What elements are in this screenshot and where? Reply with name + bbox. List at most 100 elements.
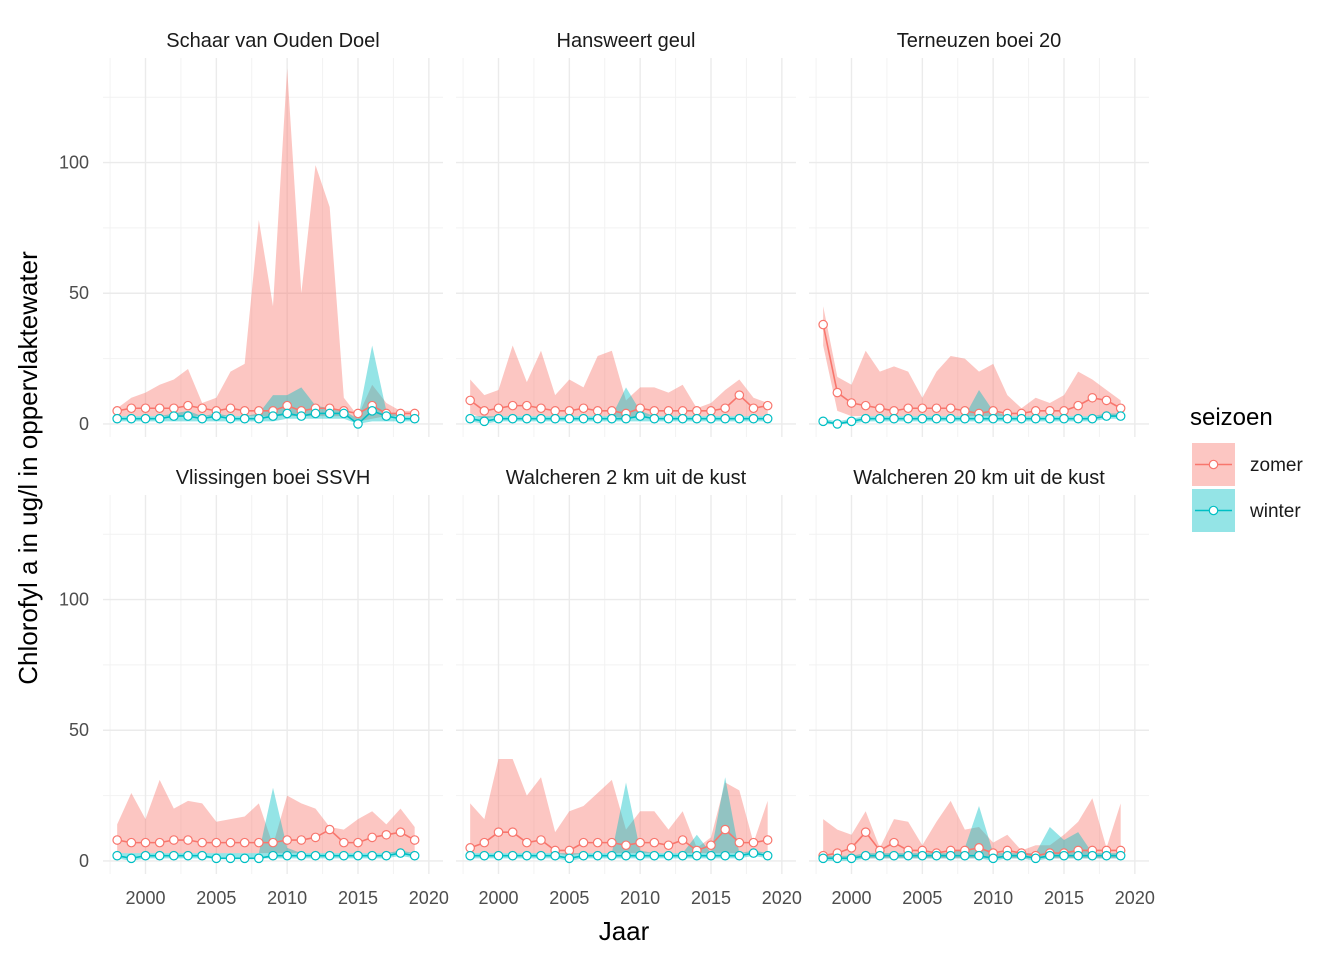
point-zomer xyxy=(1030,406,1041,416)
point-zomer xyxy=(677,835,688,845)
point-winter xyxy=(889,413,899,424)
point-winter xyxy=(479,850,490,861)
point-winter xyxy=(860,413,871,424)
point-zomer xyxy=(931,403,942,414)
point-winter xyxy=(762,413,773,424)
point-winter xyxy=(621,850,631,861)
point-winter xyxy=(183,850,193,861)
x-tick-label: 2015 xyxy=(338,888,378,908)
point-winter xyxy=(734,413,745,424)
point-zomer xyxy=(282,400,292,411)
point-zomer xyxy=(706,406,716,416)
point-zomer xyxy=(762,835,773,845)
point-winter xyxy=(211,411,222,421)
point-winter xyxy=(748,413,759,424)
x-tick-label: 2000 xyxy=(831,888,871,908)
point-zomer xyxy=(663,840,674,851)
point-zomer xyxy=(140,837,151,848)
line-winter xyxy=(117,409,415,425)
point-winter xyxy=(324,850,335,861)
point-winter xyxy=(960,413,970,424)
point-winter xyxy=(324,408,335,419)
line-winter xyxy=(117,852,415,860)
point-winter xyxy=(112,850,122,861)
point-winter xyxy=(607,413,617,424)
point-winter xyxy=(140,850,151,861)
legend-label: winter xyxy=(1249,501,1301,522)
point-winter xyxy=(507,413,518,424)
point-zomer xyxy=(282,835,292,845)
point-zomer xyxy=(720,403,730,414)
panel-title: Schaar van Ouden Doel xyxy=(166,30,379,52)
point-winter xyxy=(536,413,546,424)
line-winter xyxy=(470,415,768,423)
point-zomer xyxy=(578,403,589,414)
point-zomer xyxy=(254,837,264,848)
point-winter xyxy=(239,853,250,864)
point-winter xyxy=(522,413,532,424)
point-winter xyxy=(1016,413,1027,424)
point-winter xyxy=(1073,413,1083,424)
y-tick-label: 0 xyxy=(79,414,89,434)
point-zomer xyxy=(1101,395,1112,406)
point-winter xyxy=(818,853,828,864)
point-zomer xyxy=(324,824,335,835)
point-zomer xyxy=(592,406,603,416)
point-winter xyxy=(578,413,589,424)
point-zomer xyxy=(734,837,745,848)
point-zomer xyxy=(860,827,871,837)
point-winter xyxy=(663,850,674,861)
point-zomer xyxy=(889,837,899,848)
x-tick-label: 2000 xyxy=(125,888,165,908)
point-zomer xyxy=(903,403,913,414)
point-winter xyxy=(367,850,377,861)
point-winter xyxy=(592,850,603,861)
point-winter xyxy=(353,850,363,861)
point-winter xyxy=(282,408,292,419)
point-zomer xyxy=(1087,392,1098,403)
point-winter xyxy=(211,853,222,864)
point-winter xyxy=(860,850,871,861)
legend-key-zomer: zomer xyxy=(1192,443,1303,486)
point-zomer xyxy=(507,827,518,837)
point-winter xyxy=(649,850,660,861)
point-winter xyxy=(1087,850,1098,861)
point-winter xyxy=(1115,411,1126,421)
point-winter xyxy=(945,850,956,861)
point-winter xyxy=(706,850,716,861)
point-zomer xyxy=(239,406,250,416)
point-zomer xyxy=(635,403,645,414)
point-zomer xyxy=(706,840,716,851)
point-zomer xyxy=(353,837,363,848)
point-zomer xyxy=(607,406,617,416)
ribbon-winter xyxy=(117,787,415,861)
point-winter xyxy=(126,853,137,864)
point-zomer xyxy=(1073,400,1083,411)
x-tick-label: 2015 xyxy=(691,888,731,908)
point-zomer xyxy=(169,403,179,414)
point-winter xyxy=(465,413,475,424)
panel-title: Walcheren 2 km uit de kust xyxy=(506,467,747,489)
point-zomer xyxy=(154,837,165,848)
point-zomer xyxy=(465,395,475,406)
point-zomer xyxy=(960,406,970,416)
point-winter xyxy=(903,850,913,861)
point-winter xyxy=(395,413,406,424)
point-winter xyxy=(154,850,165,861)
point-winter xyxy=(197,850,207,861)
point-winter xyxy=(1059,850,1069,861)
point-winter xyxy=(339,408,349,419)
point-zomer xyxy=(875,403,885,414)
y-tick-label: 100 xyxy=(59,590,89,610)
point-winter xyxy=(126,413,137,424)
x-tick-label: 2000 xyxy=(478,888,518,908)
point-winter xyxy=(1030,853,1041,864)
point-winter xyxy=(592,413,603,424)
point-winter xyxy=(268,411,278,421)
point-winter xyxy=(183,411,193,421)
point-zomer xyxy=(748,837,759,848)
x-tick-label: 2005 xyxy=(549,888,589,908)
point-zomer xyxy=(225,403,236,414)
ribbon-winter xyxy=(470,387,768,424)
point-winter xyxy=(296,850,307,861)
